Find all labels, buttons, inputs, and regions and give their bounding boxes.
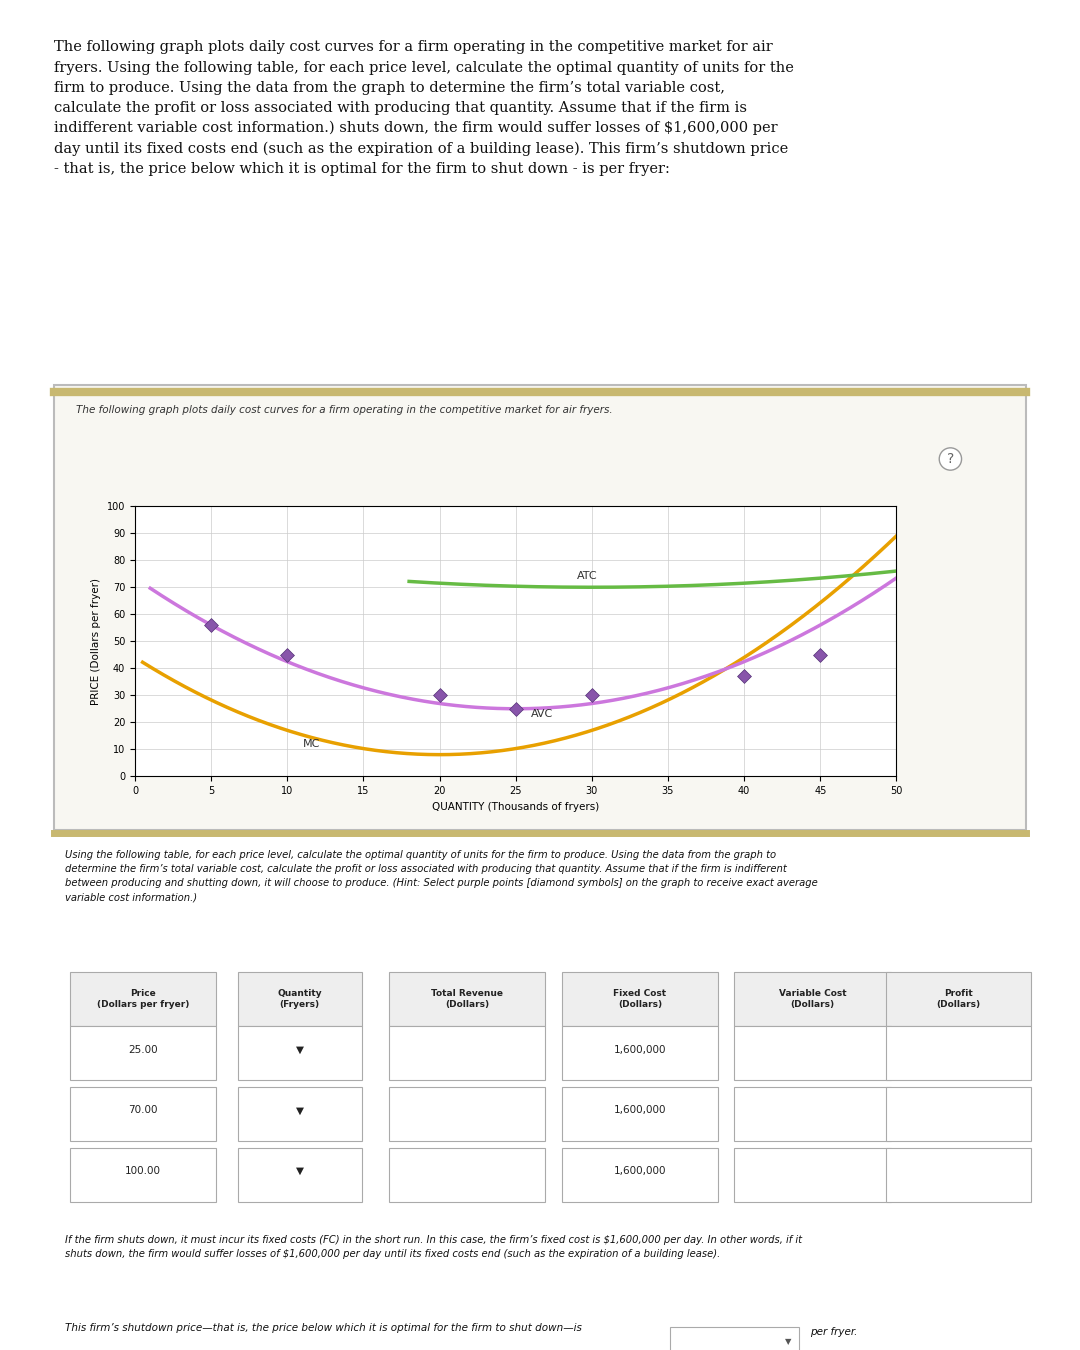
FancyBboxPatch shape bbox=[886, 1148, 1031, 1202]
Point bbox=[812, 644, 829, 666]
Text: 100.00: 100.00 bbox=[125, 1166, 161, 1176]
Text: 1,600,000: 1,600,000 bbox=[613, 1045, 666, 1054]
Text: 1,600,000: 1,600,000 bbox=[613, 1166, 666, 1176]
FancyBboxPatch shape bbox=[70, 1087, 216, 1141]
Text: This firm’s shutdown price—that is, the price below which it is optimal for the : This firm’s shutdown price—that is, the … bbox=[65, 1323, 582, 1332]
FancyBboxPatch shape bbox=[389, 1148, 545, 1202]
FancyBboxPatch shape bbox=[734, 972, 891, 1026]
Text: 25.00: 25.00 bbox=[129, 1045, 158, 1054]
FancyBboxPatch shape bbox=[734, 1148, 891, 1202]
Text: per fryer.: per fryer. bbox=[810, 1327, 858, 1336]
Text: Variable Cost
(Dollars): Variable Cost (Dollars) bbox=[779, 990, 847, 1008]
Point bbox=[203, 614, 220, 636]
FancyBboxPatch shape bbox=[70, 1026, 216, 1080]
Text: Quantity
(Fryers): Quantity (Fryers) bbox=[278, 990, 322, 1008]
Y-axis label: PRICE (Dollars per fryer): PRICE (Dollars per fryer) bbox=[92, 578, 102, 705]
Text: MC: MC bbox=[302, 738, 320, 748]
Text: AVC: AVC bbox=[531, 709, 553, 718]
FancyBboxPatch shape bbox=[734, 1087, 891, 1141]
FancyBboxPatch shape bbox=[70, 1148, 216, 1202]
Text: ?: ? bbox=[947, 452, 954, 466]
FancyBboxPatch shape bbox=[238, 1087, 362, 1141]
Text: ATC: ATC bbox=[577, 571, 597, 580]
Point bbox=[735, 666, 753, 687]
Text: ▼: ▼ bbox=[296, 1045, 303, 1054]
FancyBboxPatch shape bbox=[670, 1327, 799, 1350]
Text: 70.00: 70.00 bbox=[129, 1106, 158, 1115]
FancyBboxPatch shape bbox=[562, 1148, 718, 1202]
Point bbox=[508, 698, 525, 720]
FancyBboxPatch shape bbox=[238, 972, 362, 1026]
FancyBboxPatch shape bbox=[886, 1087, 1031, 1141]
Point bbox=[279, 644, 296, 666]
FancyBboxPatch shape bbox=[238, 1026, 362, 1080]
Text: ▼: ▼ bbox=[785, 1338, 792, 1346]
Text: Profit
(Dollars): Profit (Dollars) bbox=[936, 990, 981, 1008]
FancyBboxPatch shape bbox=[562, 972, 718, 1026]
FancyBboxPatch shape bbox=[389, 1026, 545, 1080]
FancyBboxPatch shape bbox=[734, 1026, 891, 1080]
Text: Using the following table, for each price level, calculate the optimal quantity : Using the following table, for each pric… bbox=[65, 850, 818, 903]
FancyBboxPatch shape bbox=[562, 1026, 718, 1080]
FancyBboxPatch shape bbox=[562, 1087, 718, 1141]
X-axis label: QUANTITY (Thousands of fryers): QUANTITY (Thousands of fryers) bbox=[432, 802, 599, 811]
Text: 1,600,000: 1,600,000 bbox=[613, 1106, 666, 1115]
Text: Total Revenue
(Dollars): Total Revenue (Dollars) bbox=[431, 990, 503, 1008]
Point bbox=[583, 684, 600, 706]
FancyBboxPatch shape bbox=[70, 972, 216, 1026]
FancyBboxPatch shape bbox=[238, 1148, 362, 1202]
Text: If the firm shuts down, it must incur its fixed costs (FC) in the short run. In : If the firm shuts down, it must incur it… bbox=[65, 1235, 801, 1260]
Text: The following graph plots daily cost curves for a firm operating in the competit: The following graph plots daily cost cur… bbox=[54, 40, 794, 176]
FancyBboxPatch shape bbox=[886, 1026, 1031, 1080]
Text: Fixed Cost
(Dollars): Fixed Cost (Dollars) bbox=[613, 990, 666, 1008]
Text: ▼: ▼ bbox=[296, 1166, 303, 1176]
Text: The following graph plots daily cost curves for a firm operating in the competit: The following graph plots daily cost cur… bbox=[76, 405, 612, 414]
FancyBboxPatch shape bbox=[886, 972, 1031, 1026]
FancyBboxPatch shape bbox=[54, 385, 1026, 830]
Point bbox=[431, 684, 448, 706]
Text: ▼: ▼ bbox=[296, 1106, 303, 1115]
FancyBboxPatch shape bbox=[389, 972, 545, 1026]
Text: Price
(Dollars per fryer): Price (Dollars per fryer) bbox=[97, 990, 189, 1008]
FancyBboxPatch shape bbox=[389, 1087, 545, 1141]
